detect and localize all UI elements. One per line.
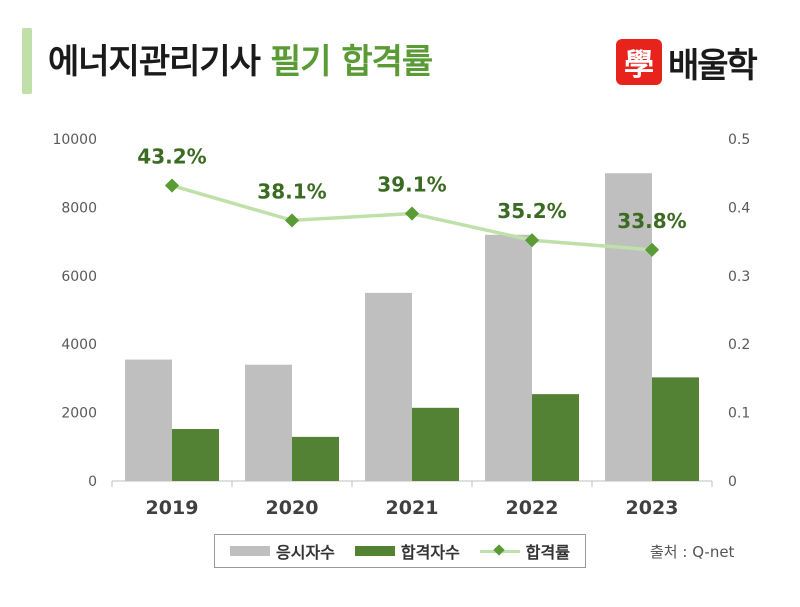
bar-applicants: [365, 292, 412, 481]
y-left-tick-label: 10000: [52, 132, 97, 148]
chart-legend: 응시자수 합격자수 합격률: [214, 534, 586, 568]
x-tick-label: 2021: [386, 497, 439, 519]
chart-rate-line: [164, 178, 660, 257]
y-right-tick-label: 0: [728, 474, 737, 490]
legend-label-passers: 합격자수: [400, 543, 460, 562]
pass-rate-point: [644, 242, 660, 257]
bar-applicants: [125, 359, 172, 481]
legend-label-pass-rate: 합격률: [525, 543, 570, 562]
x-tick-label: 2020: [266, 497, 319, 519]
y-left-tick-label: 0: [88, 474, 97, 490]
bar-passers: [172, 429, 219, 481]
bar-passers: [292, 436, 339, 481]
y-right-tick-label: 0.5: [728, 132, 750, 148]
title-main: 에너지관리기사: [48, 42, 261, 82]
pass-rate-point: [284, 213, 300, 228]
pass-rate-point: [164, 178, 180, 193]
bar-passers: [652, 377, 699, 481]
title-accent: 필기 합격률: [269, 42, 433, 82]
legend-swatch-applicants: [230, 546, 271, 556]
pass-rate-data-label: 33.8%: [617, 209, 686, 233]
pass-rate-data-label: 35.2%: [497, 199, 566, 223]
bar-applicants: [485, 234, 532, 481]
title-accent-bar: [22, 28, 32, 94]
pass-rate-data-label: 43.2%: [137, 145, 206, 169]
legend-item-passers: 합격자수: [354, 539, 460, 563]
bar-passers: [412, 407, 459, 481]
chart-labels: 43.2% 38.1% 39.1% 35.2% 33.8%: [137, 145, 686, 233]
chart: 0 2000 4000 6000 8000 10000 0 0.1 0.2 0.3 0.4 0.5 20…: [52, 132, 750, 519]
legend-label-applicants: 응시자수: [276, 543, 335, 562]
y-right-tick-label: 0.1: [728, 406, 750, 422]
legend-swatch-passers: [354, 546, 395, 556]
pass-rate-data-label: 39.1%: [377, 173, 446, 197]
chart-axes: 0 2000 4000 6000 8000 10000 0 0.1 0.2 0.3 0.4 0.5 20…: [52, 132, 750, 519]
logo-text: 배울학: [668, 45, 758, 86]
x-tick-label: 2023: [626, 497, 679, 519]
x-tick-label: 2022: [506, 497, 559, 519]
pass-rate-data-label: 38.1%: [257, 179, 326, 203]
chart-bars: [125, 173, 699, 481]
brand-logo: 學 배울학: [616, 36, 758, 88]
logo-mark-icon: 學: [616, 39, 662, 85]
bar-passers: [532, 394, 579, 481]
legend-item-pass-rate: 합격률: [479, 539, 570, 563]
bar-applicants: [245, 364, 292, 481]
legend-item-applicants: 응시자수: [230, 539, 335, 563]
y-left-tick-label: 4000: [61, 337, 97, 353]
bar-applicants: [605, 173, 652, 481]
y-left-tick-label: 2000: [61, 406, 97, 422]
x-tick-label: 2019: [146, 497, 199, 519]
y-left-tick-label: 8000: [61, 200, 97, 216]
y-right-tick-label: 0.4: [728, 200, 750, 216]
source-note: 출처 : Q-net: [650, 543, 735, 561]
y-right-tick-label: 0.3: [728, 269, 750, 285]
y-right-tick-label: 0.2: [728, 337, 750, 353]
pass-rate-point: [524, 233, 540, 248]
pass-rate-point: [404, 206, 420, 221]
page-title: 에너지관리기사 필기 합격률: [48, 34, 433, 83]
legend-swatch-pass-rate: [479, 545, 520, 557]
y-left-tick-label: 6000: [61, 269, 97, 285]
